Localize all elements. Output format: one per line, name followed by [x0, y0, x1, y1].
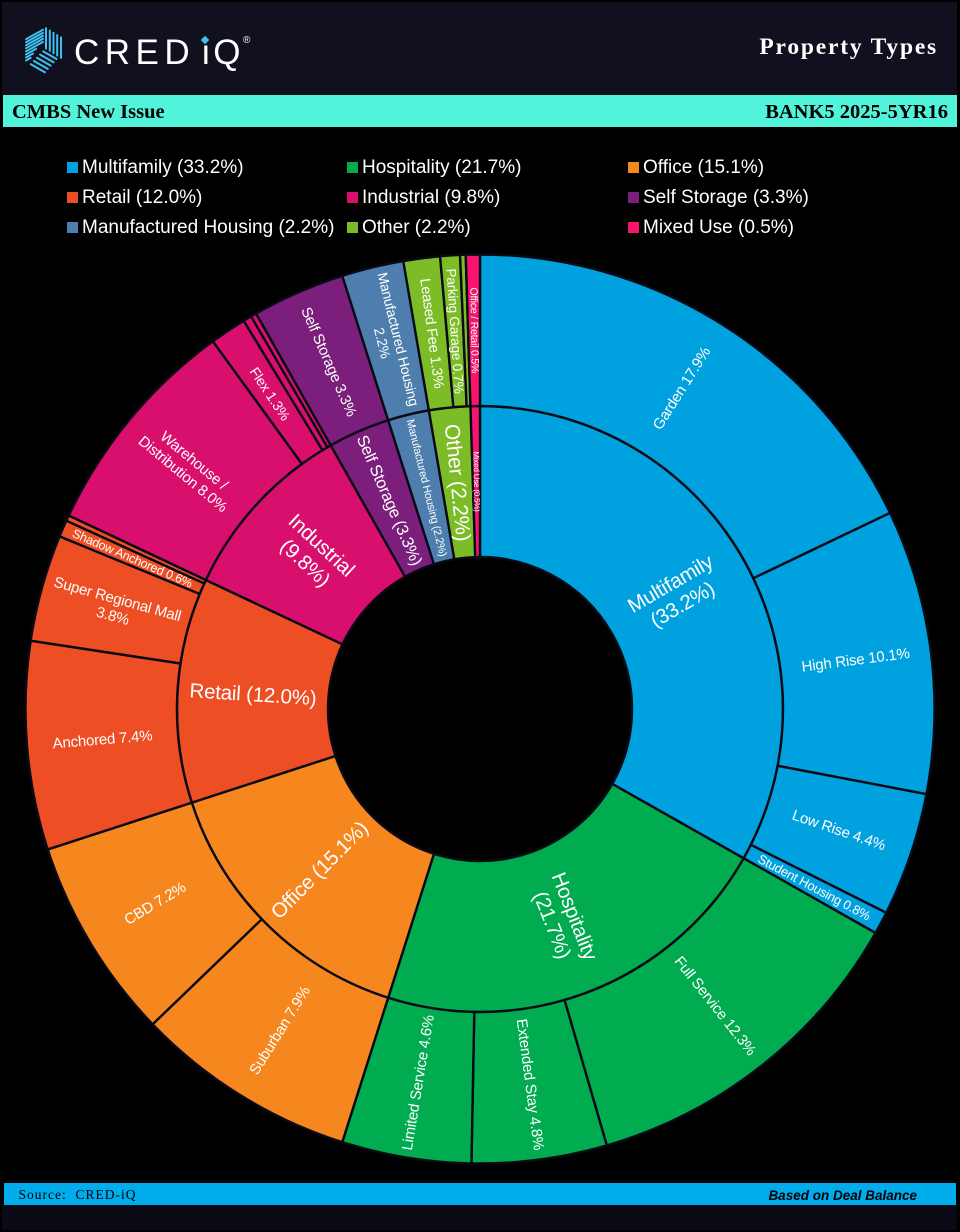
svg-text:Office / Retail 0.5%: Office / Retail 0.5% — [467, 287, 480, 373]
svg-text:2.2%: 2.2% — [371, 326, 394, 360]
svg-text:Mixed Use (0.5%): Mixed Use (0.5%) — [471, 451, 481, 512]
